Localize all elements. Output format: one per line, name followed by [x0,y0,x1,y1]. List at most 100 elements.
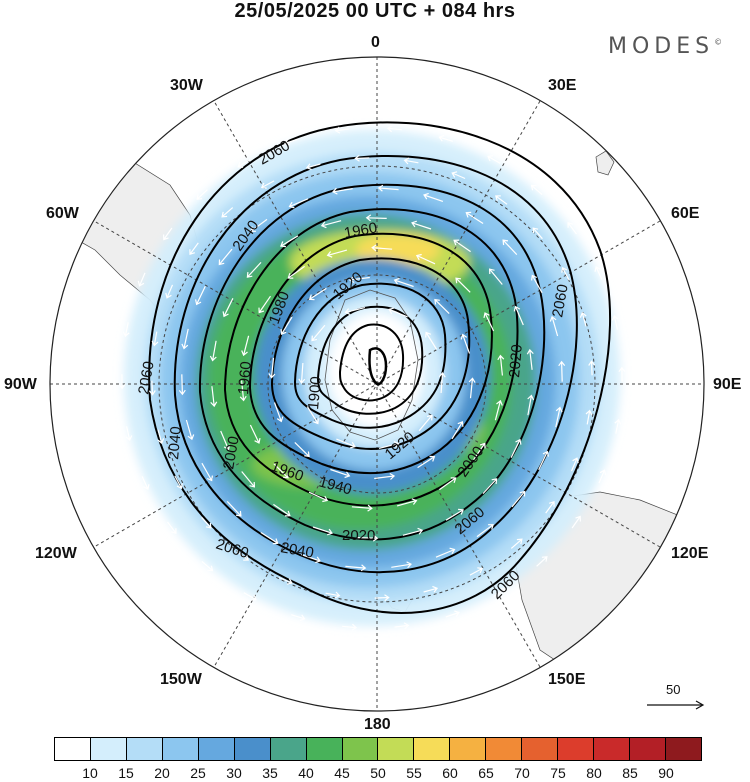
reference-vector-arrow [647,700,705,710]
lon-label-120w: 120W [35,545,77,562]
wind-vector-arrow [125,426,133,441]
colorbar-labels: 10 15 20 25 30 35 40 45 50 55 60 65 70 75 80 85 90 [54,765,702,781]
wind-vector-arrow [571,515,581,529]
wind-vector-arrow [469,567,484,576]
wind-vector-arrow [226,500,242,517]
wind-vector-arrow [167,521,177,535]
contour-label: 2020 [342,527,375,544]
colorbar-swatch [90,738,127,760]
reference-vector-value: 50 [666,682,681,697]
colorbar-swatch [486,738,523,760]
colorbar-label: 40 [298,765,314,781]
colorbar-label: 75 [550,765,566,781]
lon-label-0: 0 [371,34,380,51]
wind-vector-arrow [278,576,293,585]
wind-vector-arrow [288,198,309,209]
wind-vector-arrow [417,455,436,469]
colorbar-label: 65 [478,765,494,781]
wind-vector-arrow [374,594,390,602]
lon-label-120e: 120E [671,545,709,562]
wind-vector-arrow [396,498,418,507]
contour-low-center [368,347,388,386]
wind-vector-arrow [163,227,173,241]
wind-vector-arrow [526,348,534,370]
madagascar-landmass [595,150,615,176]
wind-vector-arrow [148,380,156,396]
wind-vector-arrow [425,331,438,350]
wind-vector-arrow [549,315,559,337]
wind-vector-arrow [221,207,234,218]
map-title: 25/05/2025 00 UTC + 084 hrs [234,0,516,22]
lon-label-30w: 30W [170,77,203,94]
wind-vector-arrow [294,441,310,458]
contour-1980 [248,232,493,475]
wind-vector-arrow [378,441,400,449]
wind-vector-arrow [513,305,524,326]
wind-vector-arrow [391,561,412,569]
wind-vector-arrow [241,335,250,357]
wind-vector-arrow [284,138,299,146]
wind-vector-arrow [415,253,436,265]
colorbar-label: 55 [406,765,422,781]
contour-1940 [293,282,447,429]
wind-vector-arrow [393,277,414,288]
wind-vector-arrow [614,418,622,434]
wind-vector-arrow [374,472,396,480]
wind-vector-arrow [157,429,165,445]
contour-2040 [173,154,578,574]
wind-vector-arrow [273,402,284,423]
wind-vector-arrow [210,386,218,408]
wind-vector-arrow [435,547,456,558]
wind-vector-arrow [588,360,596,376]
wind-vector-arrow [246,261,262,278]
colorbar-swatch [126,738,163,760]
colorbar [54,737,702,761]
wind-vector-arrow [201,462,213,482]
contour-1960 [270,257,471,450]
geopotential-contours [148,121,612,614]
wind-vector-arrow [451,421,464,440]
contour-label: 1900 [305,376,325,411]
contour-2020 [198,183,546,541]
wind-vector-arrow [305,163,321,171]
wind-vector-arrow [598,469,607,484]
polar-map: 2060 2040 1960 1980 1920 2060 2040 2000 … [49,56,705,712]
wind-vector-arrow [423,585,439,593]
contour-label: 2020 [506,344,526,379]
wind-vector-arrow [201,516,212,529]
wind-vector-arrow [258,295,271,314]
colorbar-swatch [55,738,91,760]
wind-vector-arrow [594,265,603,280]
wind-vector-arrow [527,394,535,416]
wind-vector-arrow [273,463,289,479]
colorbar-label: 25 [190,765,206,781]
wind-vector-arrow [488,268,503,285]
wind-vector-arrow [555,406,563,428]
wind-vector-arrow [218,248,233,266]
colorbar-swatch [198,738,235,760]
lon-label-90w: 90W [4,376,37,393]
wind-vector-arrow [455,277,471,293]
wind-vector-arrow [196,189,208,200]
lon-label-180: 180 [364,716,391,733]
wind-vector-arrow [611,315,619,330]
wind-vector-arrow [558,360,566,382]
wind-vector-arrow [178,374,186,396]
wind-vector-arrow [320,220,342,229]
wind-vector-arrow [260,531,279,545]
wind-vector-arrow [241,471,256,488]
colorbar-swatch [522,738,559,760]
wind-vector-arrow [118,374,126,390]
wind-vector-arrow [151,331,159,347]
wind-vector-arrow [181,328,189,350]
wind-vector-arrow [220,430,231,451]
contour-label: 2040 [279,539,315,562]
colorbar-swatch [162,738,199,760]
wind-vector-arrow [268,357,276,379]
colorbar-swatch [234,738,271,760]
wind-vector-arrow [185,419,195,441]
wind-vector-arrow [567,222,577,235]
wind-vector-arrow [300,554,321,564]
colorbar-label: 90 [658,765,674,781]
wind-vector-arrow [345,564,367,572]
